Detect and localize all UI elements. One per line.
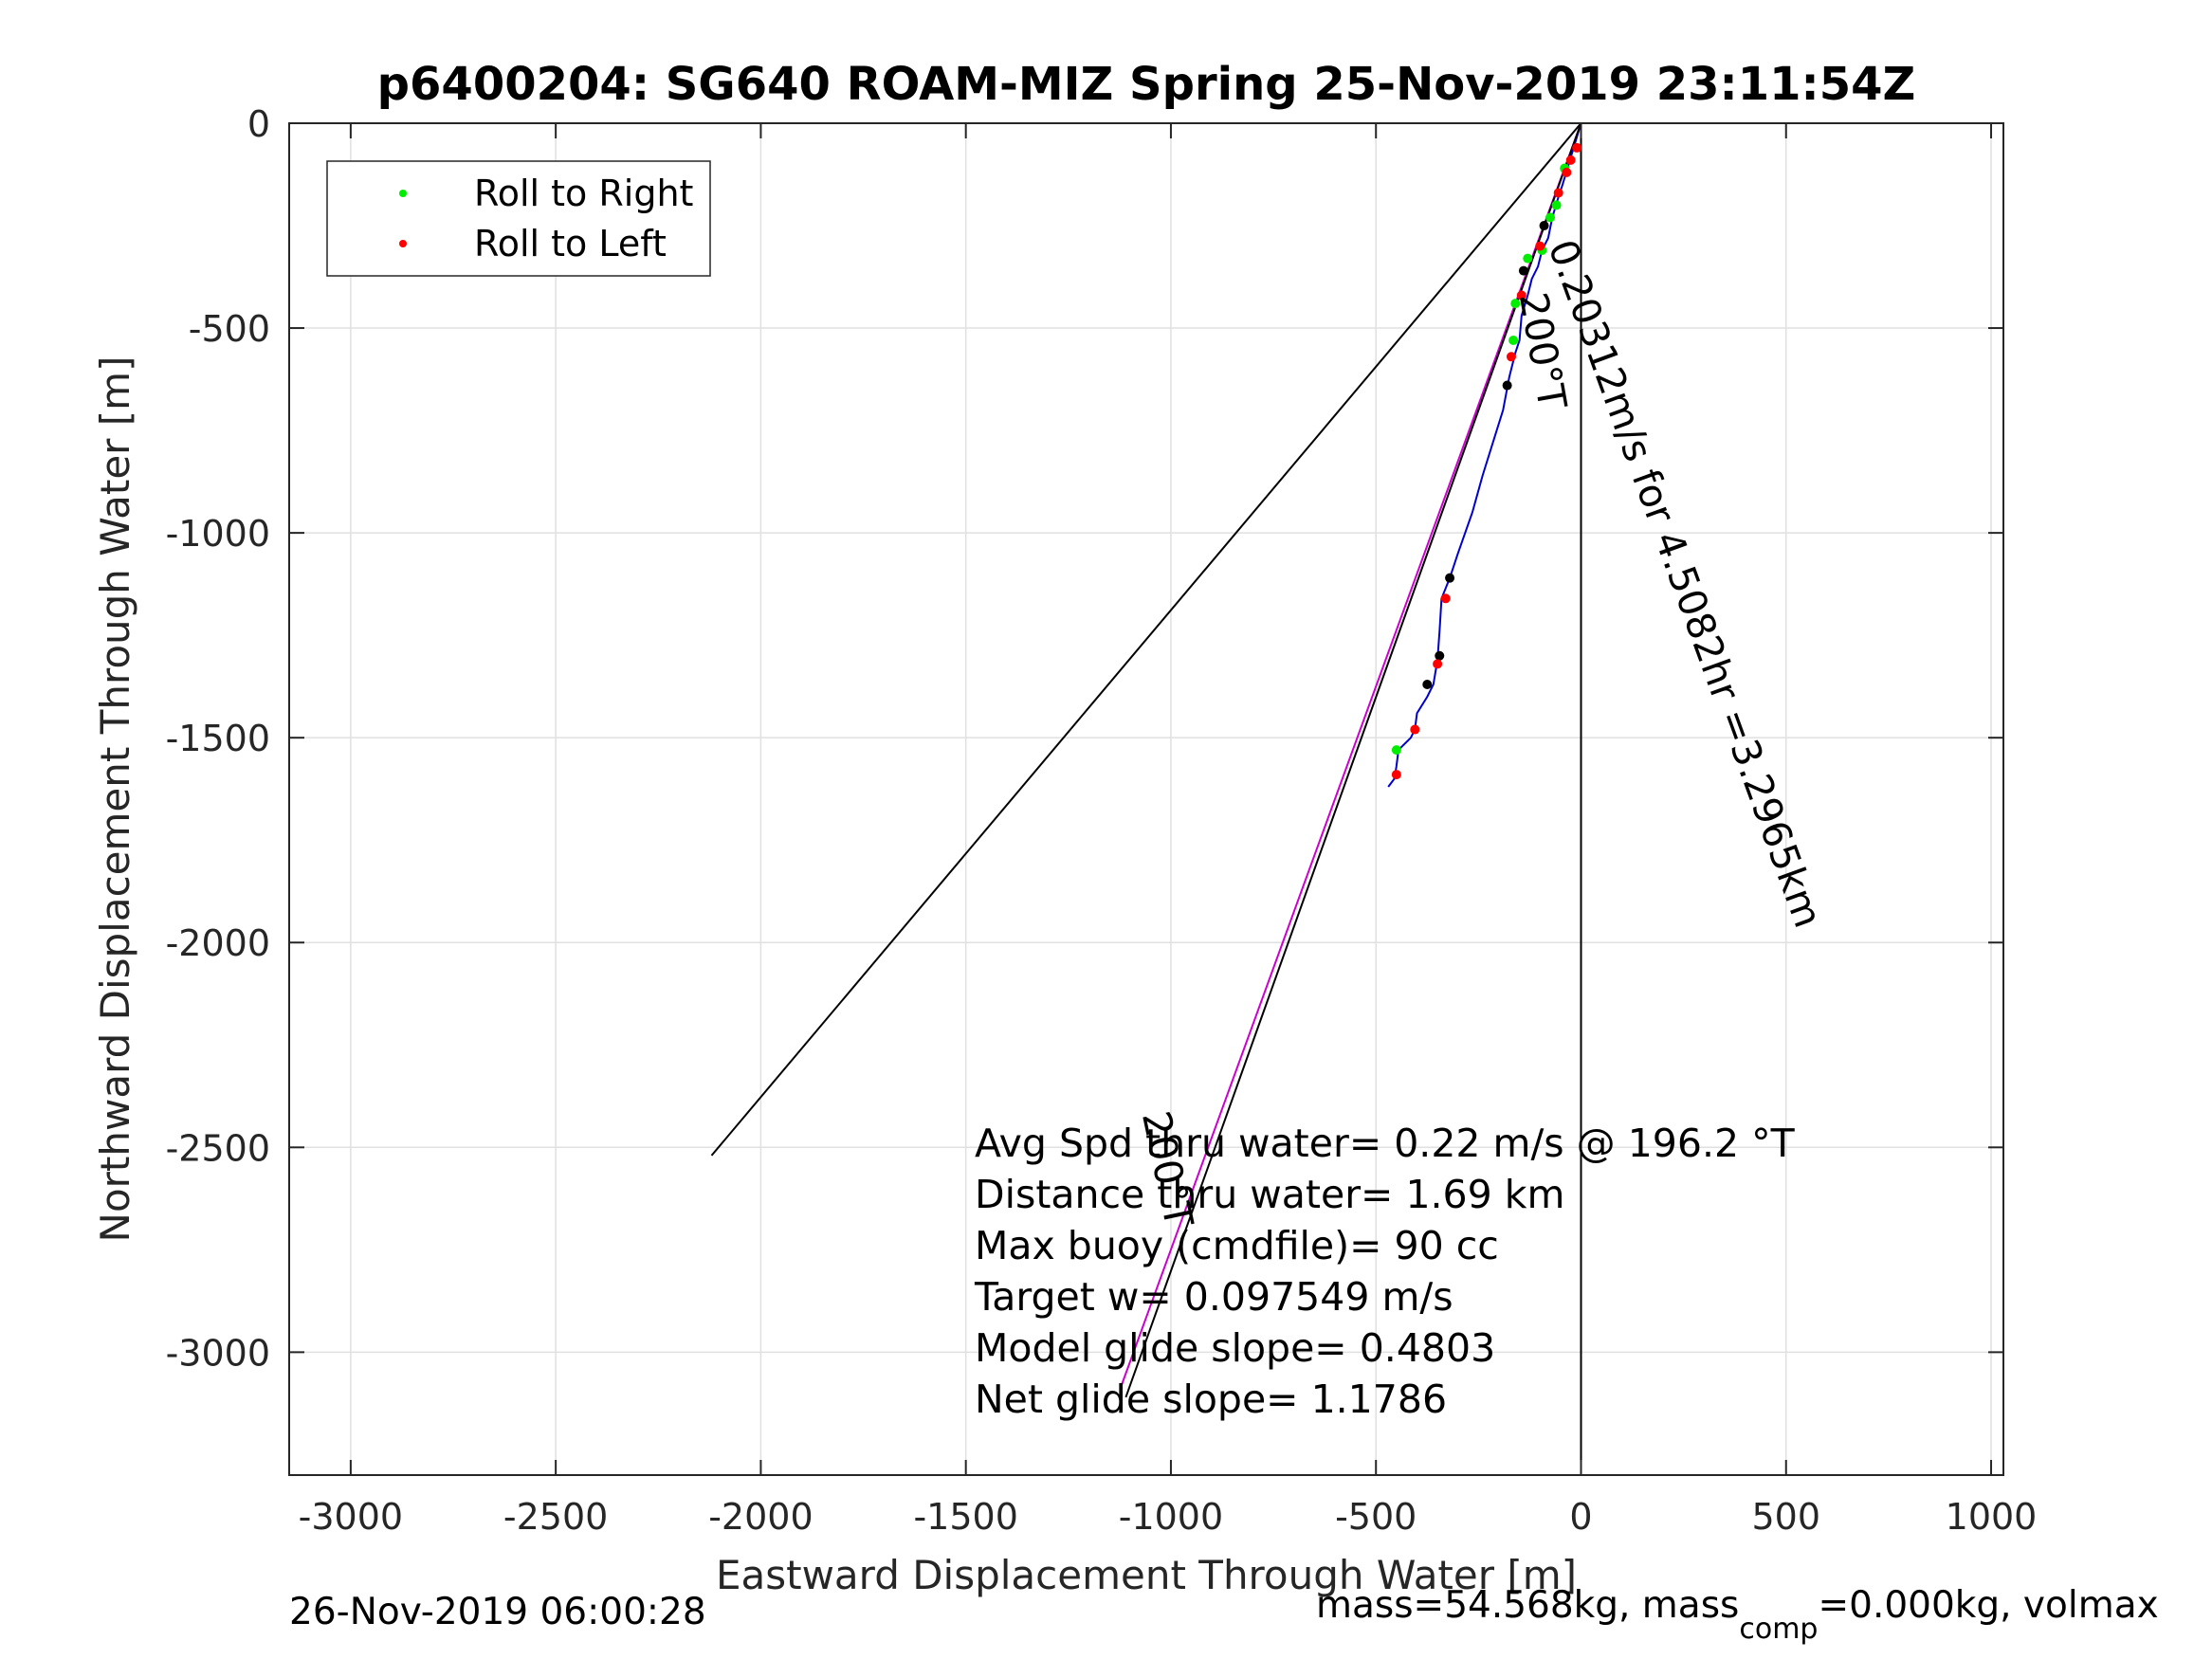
y-tick-label: -2000 — [166, 922, 270, 964]
y-tick-label: -500 — [189, 308, 270, 350]
point-neutral — [1445, 573, 1455, 583]
stat-max-buoy: Max buoy (cmdfile)= 90 cc — [975, 1223, 1499, 1268]
point-roll-right — [1523, 253, 1533, 264]
point-roll-right — [1508, 336, 1519, 346]
point-roll-right — [1391, 745, 1401, 756]
point-neutral — [1539, 221, 1549, 231]
point-roll-left — [1391, 770, 1401, 780]
legend-marker-roll-right — [399, 190, 407, 197]
footer-mass: mass=54.568kg, masscomp=0.000kg, volmax — [1316, 1584, 2159, 1646]
point-roll-left — [1553, 188, 1563, 198]
legend-label-roll-left: Roll to Left — [474, 223, 667, 264]
series-line-3 — [710, 122, 1582, 1157]
x-tick-label: -500 — [1335, 1496, 1417, 1538]
point-roll-right — [1551, 200, 1562, 210]
stat-net-glide: Net glide slope= 1.1786 — [975, 1376, 1447, 1422]
point-roll-left — [1516, 290, 1526, 301]
y-tick-label: -1500 — [166, 718, 270, 759]
series-line-0 — [1387, 122, 1582, 788]
legend-label-roll-right: Roll to Right — [474, 173, 693, 214]
stat-target-w: Target w= 0.097549 m/s — [974, 1274, 1453, 1320]
series-line-1 — [1121, 122, 1582, 1386]
axes-box — [288, 122, 2004, 1476]
point-roll-left — [1410, 724, 1420, 735]
footer-mass-sub: comp — [1739, 1613, 1818, 1646]
chart-title: p6400204: SG640 ROAM-MIZ Spring 25-Nov-2… — [377, 58, 1916, 111]
y-tick-label: -3000 — [166, 1332, 270, 1374]
x-tick-label: 500 — [1751, 1496, 1820, 1538]
y-tick-label: -1000 — [166, 513, 270, 555]
x-axis-label: Eastward Displacement Through Water [m] — [716, 1552, 1577, 1598]
point-roll-left — [1506, 352, 1516, 362]
point-roll-left — [1440, 593, 1451, 604]
legend-marker-roll-left — [399, 240, 407, 247]
y-tick-label: 0 — [247, 103, 270, 145]
ticks: -3000 -2500 -2000 -1500 -1000 -500 0 500 1000 0 -5… — [166, 103, 2038, 1538]
x-tick-label: -2000 — [708, 1496, 813, 1538]
stat-distance: Distance thru water= 1.69 km — [975, 1172, 1564, 1217]
footer-mass-tail: =0.000kg, volmax — [1818, 1584, 2158, 1627]
point-roll-right — [1545, 212, 1556, 223]
footer-timestamp: 26-Nov-2019 06:00:28 — [289, 1591, 706, 1633]
series-lines — [710, 122, 1582, 1475]
stat-model-glide: Model glide slope= 0.4803 — [975, 1325, 1495, 1371]
x-tick-label: 1000 — [1946, 1496, 2038, 1538]
legend: Roll to Right Roll to Left — [326, 160, 711, 277]
legend-box — [326, 160, 711, 277]
footer-mass-main: mass=54.568kg, mass — [1316, 1584, 1739, 1627]
y-axis-label: Northward Displacement Through Water [m] — [92, 356, 138, 1243]
series-points — [1391, 142, 1582, 780]
x-tick-label: -1500 — [913, 1496, 1017, 1538]
x-tick-label: -3000 — [299, 1496, 403, 1538]
y-tick-label: -2500 — [166, 1127, 270, 1169]
point-roll-left — [1562, 167, 1572, 177]
x-tick-label: -2500 — [503, 1496, 608, 1538]
stats-block: Avg Spd thru water= 0.22 m/s @ 196.2 °T … — [974, 1121, 1796, 1422]
stat-avg-speed: Avg Spd thru water= 0.22 m/s @ 196.2 °T — [975, 1121, 1796, 1166]
point-roll-left — [1433, 659, 1443, 669]
point-neutral — [1422, 680, 1433, 690]
point-roll-left — [1572, 142, 1582, 153]
point-neutral — [1435, 650, 1445, 661]
point-roll-left — [1565, 155, 1576, 165]
x-tick-label: 0 — [1569, 1496, 1592, 1538]
x-tick-label: -1000 — [1119, 1496, 1223, 1538]
series-line-2 — [1124, 122, 1582, 1398]
point-neutral — [1502, 380, 1512, 391]
plot-area — [289, 123, 2003, 1475]
point-neutral — [1518, 265, 1528, 276]
point-roll-left — [1535, 241, 1545, 251]
point-roll-right — [1510, 299, 1521, 309]
